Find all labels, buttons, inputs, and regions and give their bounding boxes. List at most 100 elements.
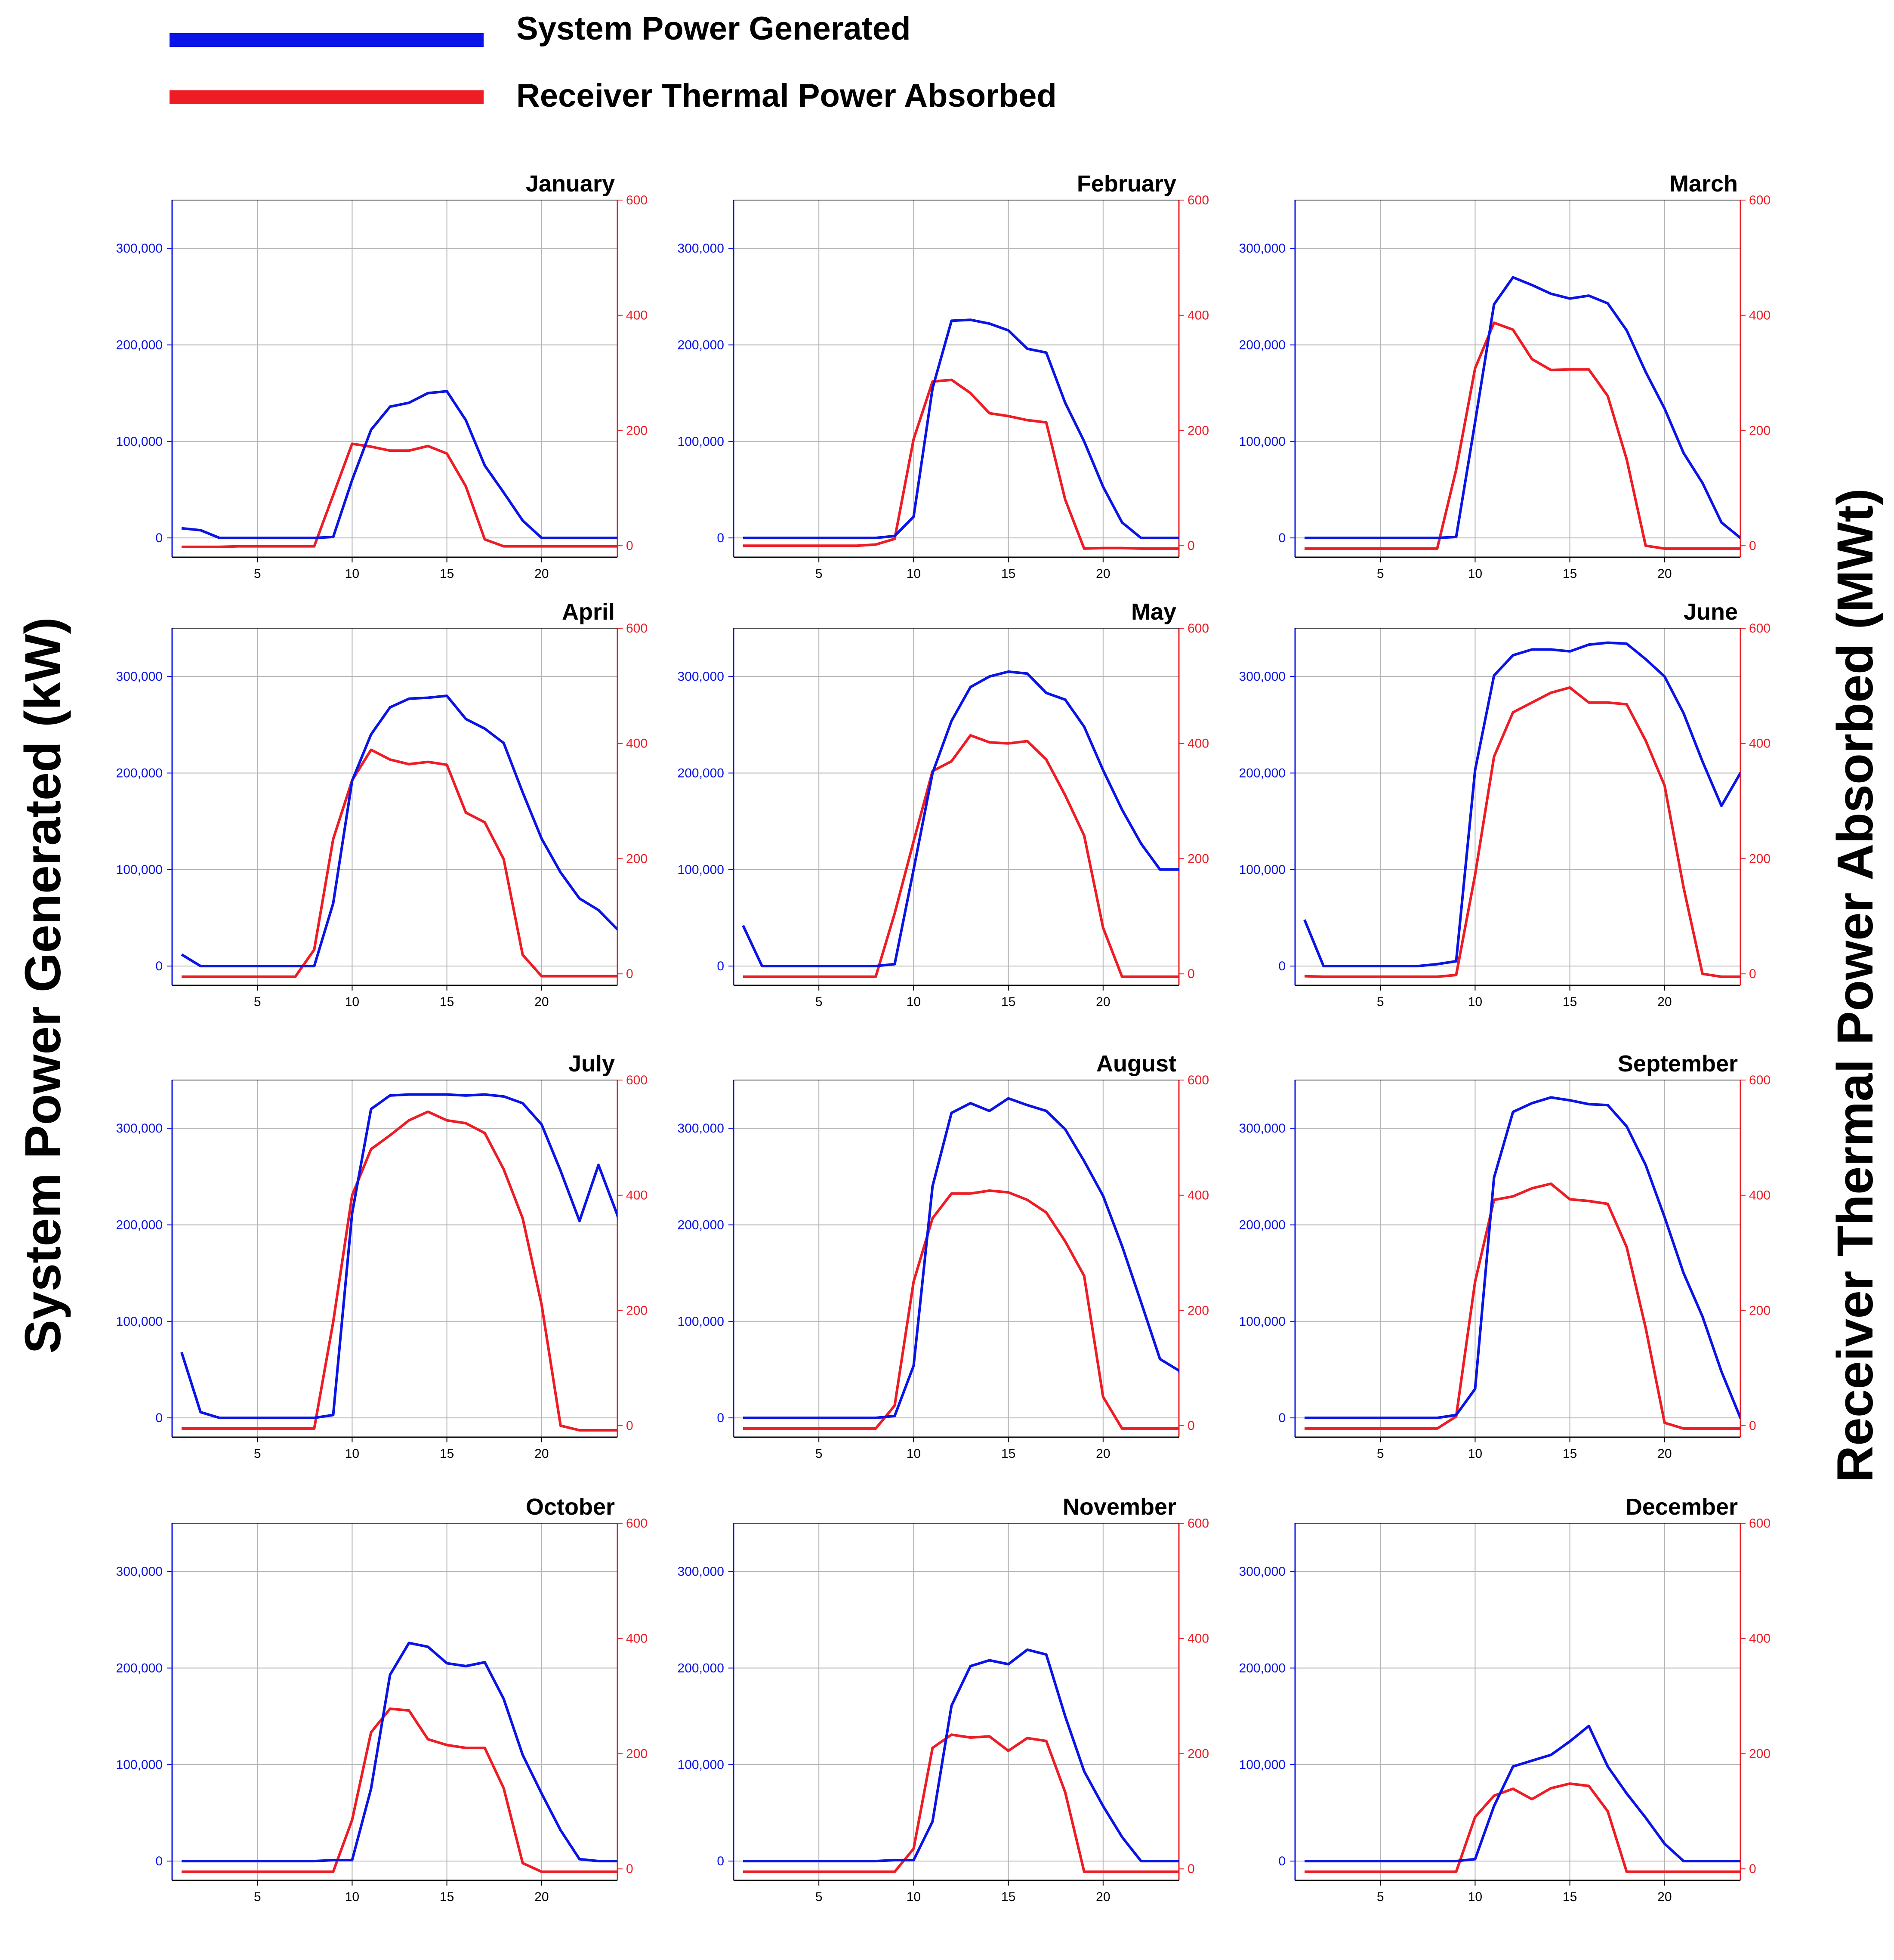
series-line-system-may (742, 670, 1179, 968)
x-tick-label: 10 (1468, 1447, 1482, 1461)
x-tick-label: 20 (534, 567, 549, 581)
right-tick-label: 600 (1188, 193, 1209, 207)
x-tick-label: 5 (1377, 995, 1384, 1009)
x-tick-label: 10 (1468, 567, 1482, 581)
left-tick-label: 300,000 (678, 1121, 724, 1136)
series-line-system-february (743, 318, 1179, 540)
right-tick-label: 200 (1188, 1747, 1209, 1761)
left-tick-label: 100,000 (116, 435, 163, 449)
right-tick-label: 600 (1749, 1073, 1771, 1087)
left-tick-label: 0 (1278, 1854, 1286, 1868)
left-tick-label: 0 (717, 531, 724, 545)
x-tick-label: 5 (815, 995, 823, 1009)
panel-title-january: January (526, 171, 615, 197)
left-tick-label: 100,000 (678, 435, 724, 449)
x-tick-label: 15 (1563, 1890, 1577, 1904)
right-tick-label: 600 (626, 621, 648, 636)
left-tick-label: 0 (155, 1854, 163, 1868)
x-tick-label: 20 (534, 1890, 549, 1904)
right-tick-label: 0 (626, 539, 633, 553)
right-tick-label: 0 (1749, 1862, 1756, 1876)
left-tick-label: 200,000 (116, 1661, 163, 1675)
right-tick-label: 400 (1188, 1188, 1209, 1203)
x-tick-label: 10 (345, 1890, 359, 1904)
x-tick-label: 15 (1001, 995, 1015, 1009)
left-tick-label: 300,000 (116, 670, 163, 684)
left-tick-label: 0 (717, 1411, 724, 1425)
series-line-system-july (180, 1093, 617, 1420)
x-tick-label: 15 (1001, 1447, 1015, 1461)
right-tick-label: 0 (1188, 967, 1195, 981)
left-tick-label: 0 (1278, 959, 1286, 973)
x-tick-label: 10 (345, 567, 359, 581)
panel-title-june: June (1684, 599, 1738, 625)
left-tick-label: 100,000 (1239, 863, 1286, 877)
x-tick-label: 5 (1377, 1890, 1384, 1904)
left-tick-label: 200,000 (116, 338, 163, 352)
left-tick-label: 300,000 (116, 1121, 163, 1136)
right-tick-label: 600 (626, 1516, 648, 1531)
x-tick-label: 20 (1657, 567, 1672, 581)
x-tick-label: 10 (907, 995, 921, 1009)
left-tick-label: 200,000 (116, 766, 163, 780)
left-tick-label: 100,000 (116, 1758, 163, 1772)
x-tick-label: 5 (254, 567, 261, 581)
right-tick-label: 400 (626, 309, 648, 323)
x-tick-label: 5 (254, 995, 261, 1009)
panel-title-september: September (1618, 1051, 1738, 1077)
x-tick-label: 20 (1657, 1890, 1672, 1904)
right-tick-label: 200 (626, 1303, 648, 1318)
right-tick-label: 400 (1749, 309, 1771, 323)
series-line-receiver-february (743, 378, 1179, 550)
x-tick-label: 20 (1096, 1890, 1110, 1904)
panel-march: 5 10 15 200100,000200,000300,0000200400600M… (1239, 171, 1771, 581)
left-tick-label: 0 (717, 959, 724, 973)
series-line-receiver-august (743, 1189, 1179, 1430)
panel-title-october: October (526, 1494, 615, 1520)
right-tick-label: 200 (1188, 852, 1209, 866)
panel-title-august: August (1096, 1051, 1176, 1077)
panel-title-february: February (1077, 171, 1176, 197)
left-axis-label: System Power Generated (kW) (15, 617, 71, 1354)
left-tick-label: 100,000 (1239, 1758, 1286, 1772)
left-tick-label: 300,000 (1239, 1121, 1286, 1136)
right-tick-label: 600 (1188, 621, 1209, 636)
series-line-receiver-september (1305, 1182, 1740, 1430)
x-tick-label: 20 (1096, 1447, 1110, 1461)
right-tick-label: 400 (626, 1188, 648, 1203)
panels: 5 10 15 200100,000200,000300,0000200400600J… (116, 171, 1771, 1904)
x-tick-label: 20 (1096, 567, 1110, 581)
series-line-system-october (182, 1642, 617, 1863)
right-tick-label: 0 (1188, 1419, 1195, 1433)
left-tick-label: 300,000 (1239, 1565, 1286, 1579)
right-tick-label: 200 (626, 852, 648, 866)
panel-title-march: March (1669, 171, 1738, 197)
x-tick-label: 15 (1563, 567, 1577, 581)
panel-november: 5 10 15 200100,000200,000300,0000200400600N… (678, 1494, 1209, 1904)
left-tick-label: 100,000 (1239, 1315, 1286, 1329)
left-tick-label: 200,000 (678, 766, 724, 780)
panel-october: 5 10 15 200100,000200,000300,0000200400600O… (116, 1494, 648, 1904)
x-tick-label: 15 (1563, 1447, 1577, 1461)
right-tick-label: 0 (1749, 1419, 1756, 1433)
left-tick-label: 200,000 (1239, 1218, 1286, 1232)
series-line-system-september (1305, 1096, 1740, 1420)
right-tick-label: 200 (1749, 1747, 1771, 1761)
x-tick-label: 15 (440, 995, 454, 1009)
panel-july: 5 10 15 200100,000200,000300,0000200400600J… (116, 1051, 648, 1461)
x-tick-label: 5 (254, 1890, 261, 1904)
left-tick-label: 300,000 (1239, 241, 1286, 256)
series-line-system-january (181, 390, 617, 540)
left-tick-label: 100,000 (678, 863, 724, 877)
right-tick-label: 200 (1188, 1303, 1209, 1318)
series-line-system-december (1305, 1725, 1740, 1863)
x-tick-label: 5 (254, 1447, 261, 1461)
left-tick-label: 200,000 (1239, 338, 1286, 352)
right-tick-label: 400 (1188, 1632, 1209, 1646)
x-tick-label: 5 (1377, 567, 1384, 581)
right-tick-label: 200 (1749, 1303, 1771, 1318)
panel-june: 5 10 15 200100,000200,000300,0000200400600J… (1239, 599, 1771, 1009)
right-tick-label: 200 (1188, 423, 1209, 438)
right-tick-label: 200 (626, 423, 648, 438)
left-tick-label: 100,000 (116, 1315, 163, 1329)
